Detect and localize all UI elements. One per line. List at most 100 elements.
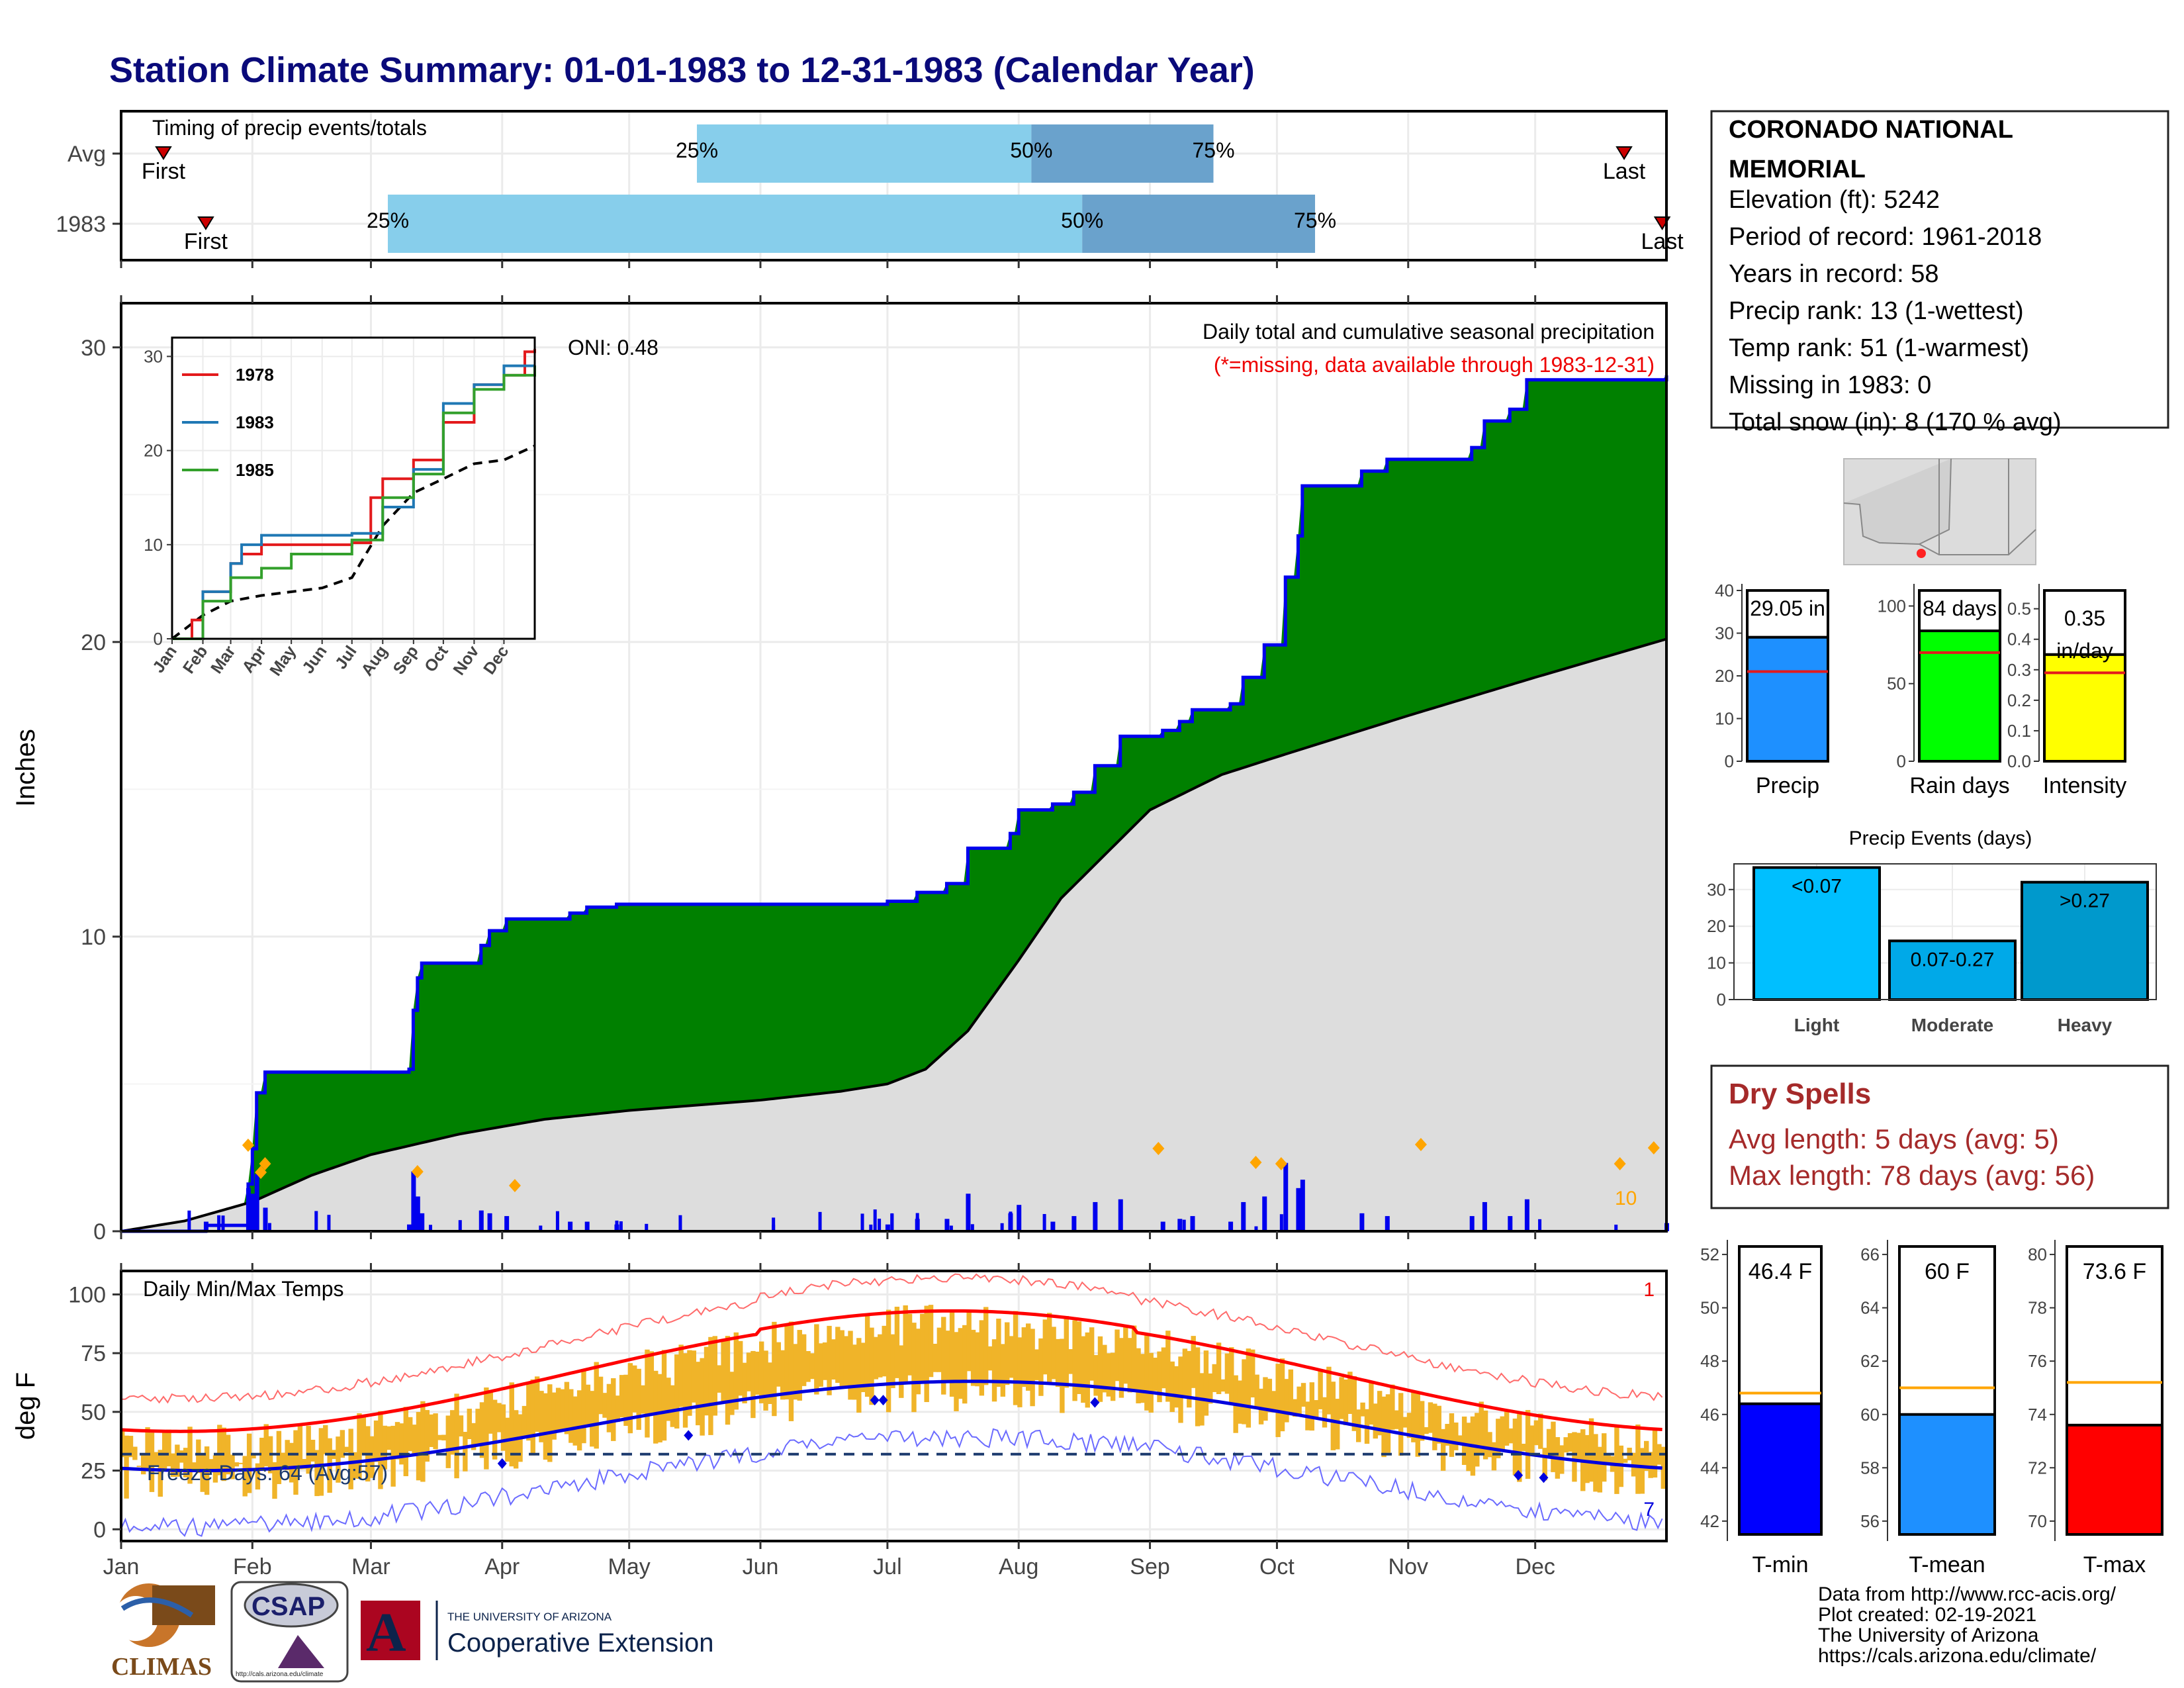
daily-precip-bar [678, 1215, 682, 1231]
record-low-marker [1539, 1472, 1549, 1483]
daily-temp-bar [1009, 1336, 1014, 1378]
daily-temp-bar [1102, 1344, 1107, 1393]
timing-bar-50-75 [1082, 195, 1316, 253]
daily-temp-bar [1127, 1338, 1132, 1393]
daily-precip-bar [1009, 1212, 1013, 1231]
csap-url: http://cals.arizona.edu/climate [236, 1671, 324, 1678]
daily-temp-bar [1648, 1452, 1653, 1478]
timing-q50-label: 50% [1010, 138, 1052, 162]
daily-temp-bar [848, 1331, 853, 1400]
daily-temp-bar [1343, 1379, 1349, 1426]
daily-temp-bar [1250, 1349, 1255, 1398]
daily-temp-bar [632, 1365, 637, 1413]
daily-temp-bar [263, 1424, 269, 1467]
dry-spells-box: Dry Spells Avg length: 5 days (avg: 5) M… [1710, 1064, 2169, 1209]
daily-precip-bar [1190, 1216, 1195, 1231]
station-info-line: Elevation (ft): 5242 [1729, 186, 1940, 214]
daily-temp-bar [1475, 1413, 1480, 1467]
daily-temp-bar [784, 1325, 790, 1400]
daily-temp-bar [809, 1353, 815, 1380]
daily-temp-bar [805, 1350, 811, 1382]
temp-summary-label: T-min [1752, 1552, 1809, 1577]
daily-precip-bar [555, 1211, 559, 1231]
daily-temp-bar [1508, 1428, 1514, 1444]
inset-y-tick: 20 [144, 441, 163, 461]
daily-temp-bar [1588, 1418, 1594, 1482]
climas-logo-text: CLIMAS [111, 1653, 212, 1681]
daily-precip-bar [487, 1213, 492, 1231]
daily-precip-bar [1177, 1219, 1183, 1231]
daily-temp-bar [1242, 1359, 1247, 1425]
daily-temp-bar [1449, 1413, 1455, 1457]
daily-temp-bar [827, 1325, 832, 1395]
daily-temp-bar [1140, 1354, 1146, 1403]
snow-marker [1647, 1141, 1660, 1154]
timing-q75-label: 75% [1294, 209, 1336, 232]
daily-temp-bar [645, 1349, 650, 1438]
daily-temp-bar [602, 1393, 608, 1418]
temp-summary-label: T-max [2083, 1552, 2146, 1577]
daily-temp-bar [187, 1427, 193, 1484]
temp-summary-y-tick: 44 [1700, 1458, 1719, 1477]
freeze-days-label: Freeze Days: 64 (Avg:57) [147, 1461, 388, 1485]
daily-temp-bar [1093, 1355, 1099, 1396]
temp-summary-y-tick: 70 [2028, 1511, 2047, 1531]
daily-temp-bar [1169, 1361, 1175, 1413]
timing-first-label: First [142, 159, 186, 184]
daily-precip-bar [1262, 1196, 1267, 1231]
daily-temp-bar [615, 1395, 620, 1423]
daily-precip-bar [187, 1210, 191, 1231]
temp-y-label: deg F [11, 1372, 40, 1440]
daily-temp-bar [475, 1409, 480, 1444]
normal-cumulative-area [121, 639, 1666, 1231]
daily-temp-bar [1424, 1427, 1429, 1434]
daily-temp-bar [1173, 1366, 1179, 1408]
summary-y-tick: 0.4 [2007, 630, 2031, 649]
daily-temp-bar [1224, 1353, 1230, 1394]
daily-temp-bar [576, 1390, 582, 1451]
summary-y-tick: 30 [1715, 624, 1734, 643]
snow-marker [255, 1166, 267, 1179]
daily-precip-bar [1071, 1216, 1077, 1231]
daily-temp-bar [1661, 1446, 1666, 1489]
daily-temp-bar [323, 1425, 328, 1454]
daily-precip-bar [1228, 1221, 1234, 1231]
daily-precip-bar [411, 1171, 416, 1231]
daily-temp-bar [890, 1334, 895, 1389]
daily-temp-bar [738, 1340, 743, 1396]
daily-temp-bar [496, 1403, 502, 1432]
daily-temp-bar [310, 1440, 316, 1462]
inset-y-tick: 30 [144, 346, 163, 366]
daily-precip-bar [1000, 1223, 1004, 1231]
daily-temp-bar [1381, 1396, 1387, 1458]
daily-temp-bar [1297, 1386, 1302, 1416]
daily-temp-bar [539, 1391, 544, 1442]
daily-temp-bar [387, 1426, 392, 1450]
daily-precip-bar [966, 1194, 971, 1231]
daily-temp-bar [1203, 1350, 1209, 1416]
daily-temp-bar [920, 1313, 925, 1383]
daily-temp-bar [962, 1325, 968, 1404]
snow-marker [259, 1157, 271, 1170]
daily-temp-bar [1284, 1379, 1289, 1423]
month-x-tick: Nov [1388, 1554, 1428, 1579]
daily-temp-bar [412, 1425, 417, 1456]
daily-temp-bar [763, 1350, 768, 1411]
temp-summary-value: 46.4 F [1749, 1259, 1812, 1284]
daily-temp-bar [793, 1344, 798, 1400]
daily-temp-bar [1115, 1329, 1120, 1382]
daily-temp-bar [649, 1351, 655, 1415]
daily-temp-bar [1051, 1327, 1056, 1380]
daily-temp-bar [1504, 1411, 1510, 1446]
daily-temp-bar [373, 1420, 379, 1462]
temp-title: Daily Min/Max Temps [143, 1277, 343, 1301]
daily-precip-bar [429, 1225, 432, 1231]
daily-temp-bar [382, 1425, 388, 1470]
daily-temp-bar [640, 1385, 646, 1414]
summary-y-tick: 0 [1897, 751, 1906, 771]
daily-temp-bar [344, 1446, 349, 1453]
ua-small-text: THE UNIVERSITY OF ARIZONA [447, 1611, 612, 1623]
daily-temp-bar [928, 1305, 934, 1378]
daily-temp-bar [991, 1339, 997, 1402]
record-low-marker [1514, 1470, 1524, 1481]
